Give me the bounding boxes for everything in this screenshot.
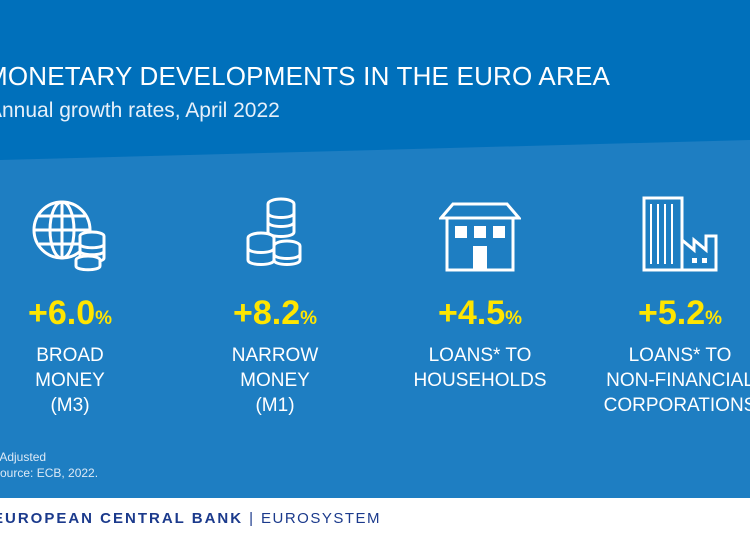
percent-sign: % <box>95 308 113 329</box>
house-icon <box>380 196 580 272</box>
percent-sign: % <box>300 308 318 329</box>
percent-sign: % <box>505 308 523 329</box>
stat-value: +4.5 <box>437 294 506 332</box>
footnotes: * Adjusted Source: ECB, 2022. <box>0 449 98 481</box>
stat-label: LOANS* TO NON-FINANCIAL CORPORATIONS <box>603 345 750 416</box>
stat-narrow-money: +8.2% NARROW MONEY (M1) <box>175 196 375 418</box>
separator: | <box>249 510 255 527</box>
stat-loans-corporations: +5.2% LOANS* TO NON-FINANCIAL CORPORATIO… <box>580 196 750 418</box>
eurosystem-label: EUROSYSTEM <box>260 510 381 527</box>
page-subtitle: Annual growth rates, April 2022 <box>0 99 280 122</box>
stat-value: +8.2 <box>232 294 301 332</box>
ecb-logo-text: EUROPEAN CENTRAL BANK | EUROSYSTEM <box>0 510 381 527</box>
stat-label: NARROW MONEY (M1) <box>231 345 319 416</box>
page-title: MONETARY DEVELOPMENTS IN THE EURO AREA <box>0 61 611 91</box>
stat-value: +5.2 <box>637 294 706 332</box>
stat-label: LOANS* TO HOUSEHOLDS <box>413 345 547 391</box>
content-background <box>0 140 750 498</box>
stat-loans-households: +4.5% LOANS* TO HOUSEHOLDS <box>380 196 580 393</box>
stat-broad-money: +6.0% BROAD MONEY (M3) <box>0 196 170 418</box>
source-note: Source: ECB, 2022. <box>0 466 99 480</box>
coin-stacks-icon <box>175 196 375 272</box>
bank-name: EUROPEAN CENTRAL BANK <box>0 510 244 527</box>
office-factory-icon <box>580 196 750 272</box>
stat-value: +6.0 <box>27 294 96 332</box>
stat-label: BROAD MONEY (M3) <box>35 345 105 416</box>
percent-sign: % <box>705 308 723 329</box>
adjusted-note: * Adjusted <box>0 450 47 464</box>
globe-coins-icon <box>0 196 170 272</box>
